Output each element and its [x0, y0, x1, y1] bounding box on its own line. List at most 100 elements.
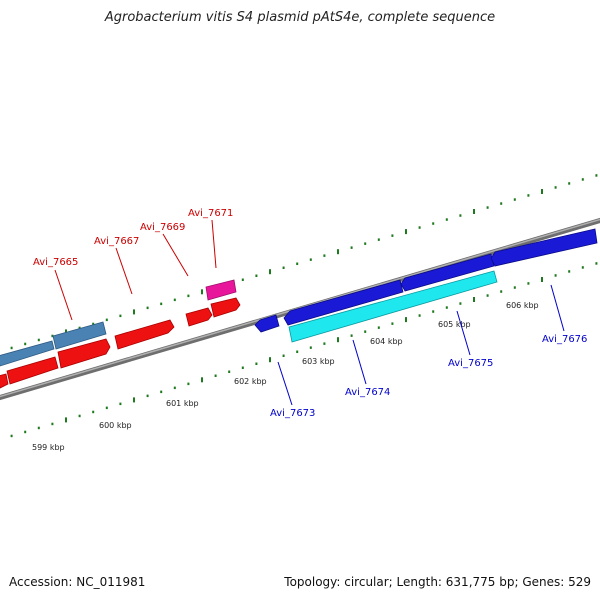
minor-tick	[554, 186, 557, 189]
minor-tick	[554, 274, 557, 277]
minor-tick	[568, 182, 571, 185]
minor-tick	[595, 262, 598, 265]
gene-label-reverse[interactable]: Avi_7673	[270, 408, 315, 419]
minor-tick	[24, 342, 27, 346]
gene-red-3[interactable]	[57, 338, 111, 369]
gene-steelblue-2[interactable]	[52, 321, 107, 350]
minor-tick	[160, 302, 163, 306]
gene-red-5[interactable]	[185, 307, 213, 327]
gene-cyan-1[interactable]	[288, 270, 498, 343]
minor-tick	[92, 410, 95, 414]
minor-tick	[527, 194, 530, 197]
minor-tick	[146, 394, 149, 398]
minor-tick	[78, 326, 81, 330]
minor-tick	[595, 174, 598, 177]
major-tick	[473, 209, 475, 214]
gene-label-forward[interactable]: Avi_7665	[33, 257, 78, 268]
minor-tick	[513, 286, 516, 289]
major-tick	[65, 417, 67, 423]
gene-red-1[interactable]	[0, 373, 9, 389]
forward-gene-labels: Avi_7665 Avi_7667 Avi_7669 Avi_7671	[33, 208, 233, 268]
scale-tick-label: 600 kbp	[99, 421, 132, 430]
gene-red-2[interactable]	[6, 356, 59, 385]
gene-label-reverse[interactable]: Avi_7674	[345, 387, 390, 398]
gene-label-reverse[interactable]: Avi_7676	[542, 334, 587, 345]
minor-tick	[37, 426, 40, 430]
minor-tick	[323, 254, 326, 257]
minor-tick	[187, 382, 190, 386]
minor-tick	[377, 326, 380, 329]
minor-tick	[51, 334, 54, 338]
minor-tick	[241, 366, 244, 369]
minor-tick	[432, 310, 435, 313]
minor-tick	[527, 282, 530, 285]
scale-tick-label: 602 kbp	[234, 377, 267, 386]
gene-label-forward[interactable]: Avi_7671	[188, 208, 233, 219]
minor-tick	[377, 238, 380, 241]
gene-blue-1[interactable]	[254, 314, 280, 333]
minor-tick	[391, 234, 394, 237]
gene-magenta-1[interactable]	[205, 279, 237, 301]
minor-tick	[486, 294, 489, 297]
topology-stats-text: Topology: circular; Length: 631,775 bp; …	[284, 575, 591, 589]
minor-tick	[364, 330, 367, 333]
minor-tick	[418, 226, 421, 229]
minor-tick	[105, 318, 108, 322]
major-tick	[473, 297, 475, 302]
minor-tick	[160, 390, 163, 394]
major-tick	[269, 357, 271, 363]
minor-tick	[255, 274, 258, 277]
minor-tick	[119, 402, 122, 406]
major-tick	[405, 317, 407, 323]
gene-label-forward[interactable]: Avi_7667	[94, 236, 139, 247]
minor-tick	[459, 214, 462, 217]
gene-label-forward[interactable]: Avi_7669	[140, 222, 185, 233]
minor-tick	[296, 262, 299, 265]
major-tick	[541, 189, 543, 194]
forward-genes	[0, 279, 241, 389]
minor-tick	[323, 342, 326, 345]
minor-tick	[282, 266, 285, 269]
accession-text: Accession: NC_011981	[9, 575, 146, 589]
minor-tick	[445, 306, 448, 309]
minor-tick	[241, 278, 244, 281]
minor-tick	[24, 430, 27, 434]
minor-tick	[513, 198, 516, 201]
minor-tick	[432, 222, 435, 225]
minor-tick	[350, 246, 353, 249]
minor-tick	[350, 334, 353, 337]
gene-label-reverse[interactable]: Avi_7675	[448, 358, 493, 369]
minor-tick	[78, 414, 81, 418]
gene-blue-4[interactable]	[490, 228, 598, 267]
gene-red-6[interactable]	[210, 297, 241, 318]
minor-tick	[228, 370, 231, 373]
reverse-genes	[254, 228, 598, 343]
major-tick	[201, 377, 203, 383]
minor-tick	[309, 346, 312, 349]
gene-steelblue-1[interactable]	[0, 340, 55, 367]
major-tick	[133, 309, 135, 315]
gene-blue-2[interactable]	[283, 279, 404, 326]
minor-tick	[92, 322, 95, 326]
minor-tick	[500, 202, 503, 205]
minor-tick	[391, 322, 394, 325]
minor-tick	[187, 294, 190, 298]
minor-tick	[445, 218, 448, 221]
minor-tick	[173, 298, 176, 302]
minor-tick	[37, 338, 40, 342]
forward-label-leaders	[54, 219, 217, 321]
minor-tick	[296, 350, 299, 353]
minor-tick	[255, 362, 258, 365]
minor-tick	[173, 386, 176, 390]
minor-tick	[581, 266, 584, 269]
major-tick	[405, 229, 407, 235]
minor-tick	[500, 290, 503, 293]
minor-tick	[10, 346, 13, 350]
major-tick	[337, 337, 339, 343]
scale-labels: 599 kbp 600 kbp 601 kbp 602 kbp 603 kbp …	[32, 301, 539, 452]
minor-tick	[418, 314, 421, 317]
gene-red-4[interactable]	[114, 319, 175, 350]
minor-tick	[568, 270, 571, 273]
minor-tick	[119, 314, 122, 318]
minor-tick	[214, 374, 217, 377]
